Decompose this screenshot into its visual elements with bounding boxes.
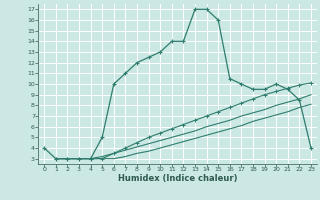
X-axis label: Humidex (Indice chaleur): Humidex (Indice chaleur) [118, 174, 237, 183]
